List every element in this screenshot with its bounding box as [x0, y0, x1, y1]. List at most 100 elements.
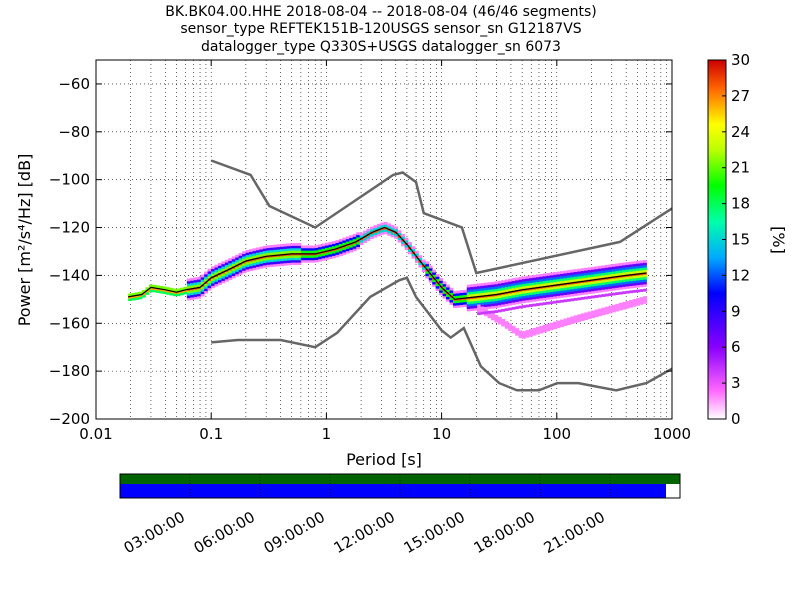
heatmap-cell — [549, 279, 554, 283]
heatmap-cell — [463, 294, 468, 298]
heatmap-cell — [145, 287, 150, 291]
heatmap-cell — [566, 279, 571, 283]
heatmap-cell — [262, 245, 267, 249]
heatmap-cell — [214, 283, 219, 287]
heatmap-cell — [231, 273, 236, 276]
heatmap-cell — [601, 284, 606, 288]
heatmap-cell — [525, 295, 530, 298]
heatmap-cell — [276, 258, 281, 262]
heatmap-cell — [494, 281, 499, 285]
heatmap-cell — [625, 278, 630, 282]
heatmap-cell — [560, 290, 564, 294]
heatmap-cell — [473, 283, 478, 287]
heatmap-cell — [397, 232, 402, 236]
heatmap-cell — [560, 271, 564, 274]
heatmap-cell — [273, 261, 278, 265]
heatmap-cell — [546, 292, 551, 295]
heatmap-cell — [214, 279, 219, 282]
heatmap-cell — [304, 259, 309, 263]
heatmap-cell — [418, 257, 423, 261]
heatmap-cell — [580, 313, 585, 317]
heatmap-cell — [598, 268, 602, 272]
heatmap-cell — [259, 265, 264, 269]
heatmap-cell — [228, 260, 233, 264]
heatmap-cell — [504, 286, 509, 290]
heatmap-cell — [456, 304, 461, 308]
heatmap-cell — [601, 310, 606, 313]
heatmap-cell — [359, 242, 364, 246]
heatmap-cell — [297, 257, 302, 261]
heatmap-cell — [480, 287, 485, 291]
heatmap-cell — [580, 292, 585, 295]
heatmap-cell — [598, 294, 602, 298]
heatmap-cell — [604, 274, 609, 278]
heatmap-cell — [608, 293, 613, 296]
heatmap-cell — [456, 302, 461, 306]
plot-area: 0.01 0.1 1 10 100 1000 −200 −180 −160 −140 −120 −1… — [49, 59, 691, 443]
heatmap-cell — [480, 285, 485, 289]
heatmap-cell — [604, 309, 609, 312]
heatmap-cell — [231, 261, 236, 265]
heatmap-cell — [162, 288, 167, 292]
heatmap-cell — [204, 276, 208, 280]
heatmap-cell — [494, 310, 499, 313]
heatmap-cell — [515, 294, 519, 298]
heatmap-cell — [318, 256, 323, 260]
heatmap-cell — [473, 286, 478, 290]
high-noise-model-line — [210, 159, 673, 275]
heatmap-cell — [604, 267, 609, 271]
heatmap-cell — [370, 229, 374, 232]
heatmap-cell — [197, 288, 202, 292]
heatmap-cell — [622, 301, 627, 305]
heatmap-cell — [642, 296, 647, 300]
heatmap-cell — [446, 289, 450, 293]
heatmap-cell — [497, 304, 502, 308]
heatmap-cell — [604, 272, 609, 275]
heatmap-cell — [470, 308, 475, 311]
heatmap-cell — [587, 276, 592, 280]
heatmap-cell — [532, 284, 537, 288]
heatmap-cell — [594, 275, 599, 279]
heatmap-cell — [522, 293, 526, 296]
heatmap-cell — [255, 247, 260, 251]
y-tick-label: −200 — [49, 410, 90, 428]
heatmap-cell — [283, 262, 288, 266]
heatmap-cell — [449, 290, 454, 293]
heatmap-cell — [259, 261, 264, 264]
heatmap-cell — [566, 274, 571, 278]
heatmap-cell — [456, 300, 461, 303]
heatmap-cell — [466, 291, 471, 295]
heatmap-cell — [563, 323, 568, 327]
heatmap-cell — [494, 302, 499, 306]
heatmap-cell — [338, 241, 343, 245]
heatmap-cell — [183, 286, 188, 290]
heatmap-cell — [408, 241, 412, 245]
heatmap-cell — [345, 250, 350, 254]
heatmap-cell — [566, 319, 571, 323]
heatmap-cell — [615, 308, 620, 312]
heatmap-cell — [356, 232, 361, 236]
heatmap-cell — [463, 299, 468, 303]
heatmap-cell — [473, 300, 478, 304]
heatmap-cell — [228, 274, 233, 278]
heatmap-cell — [242, 256, 247, 259]
heatmap-cell — [580, 318, 585, 321]
heatmap-cell — [345, 238, 350, 242]
heatmap-cell — [242, 268, 247, 271]
heatmap-cell — [228, 277, 233, 281]
heatmap-cell — [442, 295, 447, 299]
heatmap-cell — [511, 328, 516, 331]
heatmap-cell — [528, 289, 533, 293]
heatmap-cell — [594, 268, 599, 272]
heatmap-cell — [439, 290, 443, 293]
heatmap-cell — [528, 299, 533, 303]
y-tick-label: −160 — [49, 314, 90, 332]
heatmap-cell — [591, 312, 596, 316]
heatmap-cell — [300, 255, 305, 258]
heatmap-cell — [508, 288, 513, 292]
heatmap-cell — [549, 296, 554, 300]
heatmap-cell — [508, 286, 513, 289]
heatmap-cell — [228, 258, 233, 261]
colorbar-tick-label: 3 — [731, 374, 741, 392]
